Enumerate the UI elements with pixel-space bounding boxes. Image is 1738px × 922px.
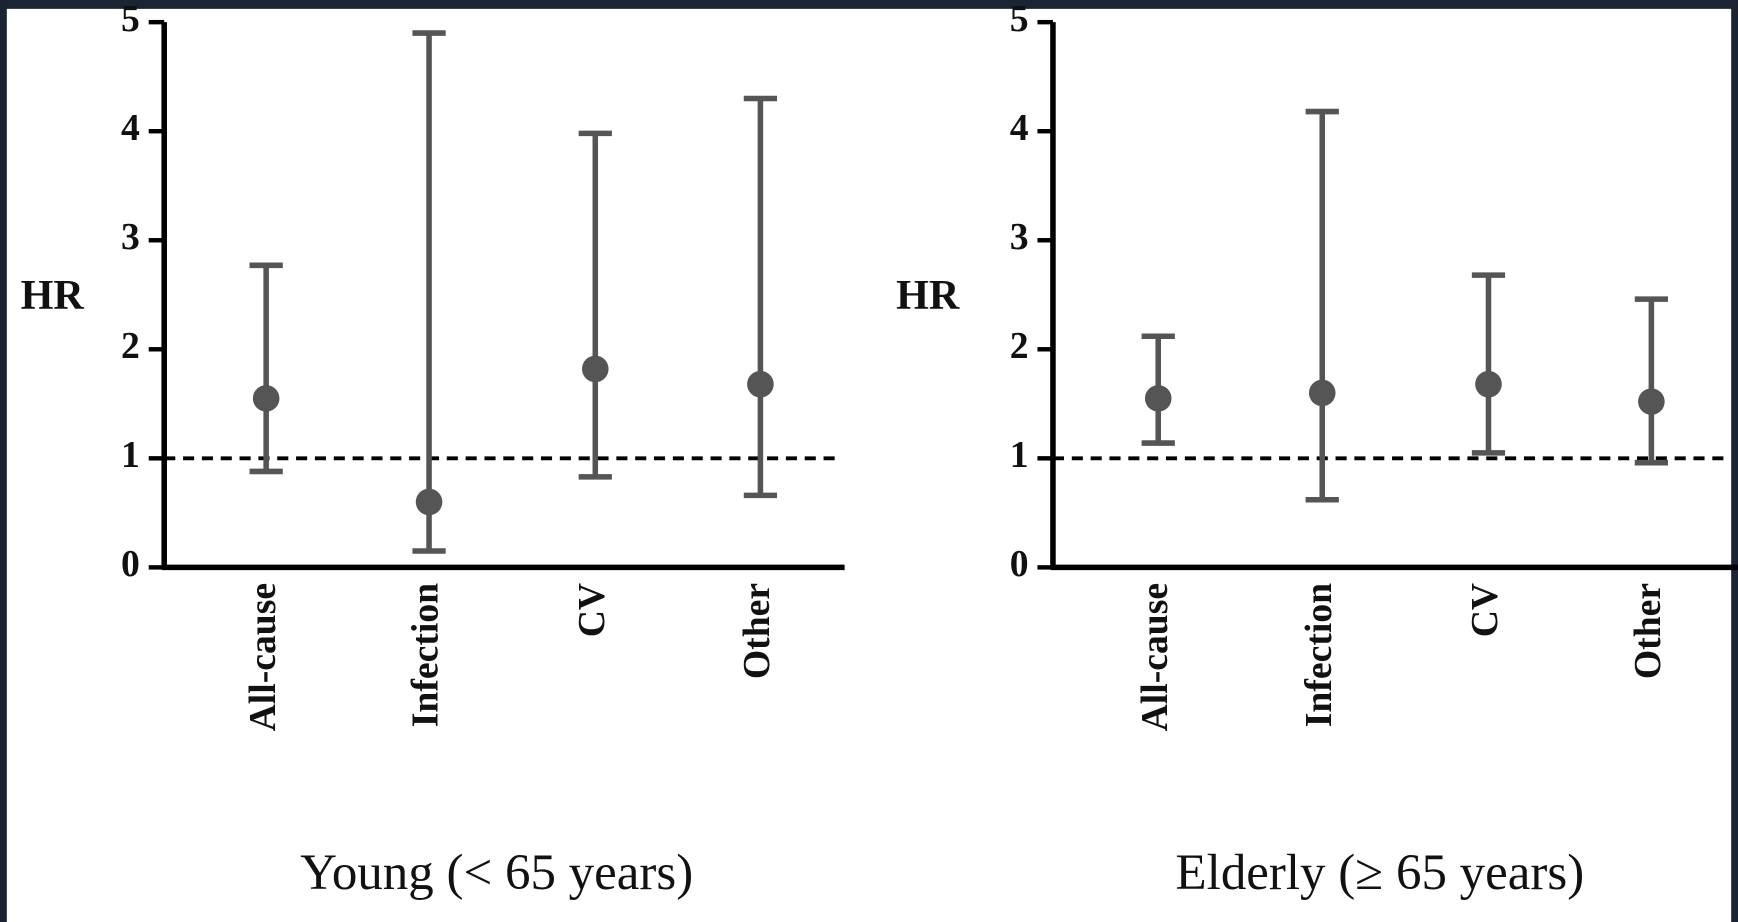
point	[1475, 370, 1502, 398]
point	[1638, 388, 1665, 415]
y-tick-label: 1	[1010, 434, 1029, 476]
x-axis-label: Elderly (≥ 65 years)	[1176, 845, 1585, 901]
point	[747, 370, 774, 398]
y-tick-label: 3	[121, 216, 140, 258]
x-tick-label: Other	[736, 583, 778, 679]
y-tick-label: 4	[1010, 107, 1029, 149]
x-tick-label: Other	[1627, 583, 1669, 679]
y-axis-label: HR	[21, 272, 85, 319]
x-tick-label: CV	[571, 583, 613, 637]
canvas	[6, 8, 1732, 922]
x-tick-label: All-cause	[242, 583, 284, 732]
y-tick-label: 2	[1010, 325, 1029, 367]
y-tick-label: 5	[1010, 0, 1029, 40]
y-tick-label: 1	[121, 434, 140, 476]
x-tick-label: All-cause	[1134, 583, 1176, 732]
x-tick-label: Infection	[1298, 583, 1340, 727]
y-tick-label: 0	[1010, 543, 1029, 585]
y-tick-label: 4	[121, 107, 140, 149]
point	[415, 488, 443, 516]
x-axis-label: Young (< 65 years)	[300, 845, 693, 901]
y-tick-label: 3	[1010, 216, 1029, 258]
x-tick-label: CV	[1464, 583, 1506, 637]
y-tick-label: 5	[121, 0, 140, 40]
y-tick-label: 2	[121, 325, 140, 367]
point	[1144, 385, 1172, 412]
x-tick-label: Infection	[405, 583, 447, 727]
point	[1308, 379, 1336, 407]
y-tick-label: 0	[121, 543, 140, 585]
y-axis-label: HR	[896, 272, 960, 319]
point	[252, 385, 280, 412]
point	[581, 355, 609, 383]
